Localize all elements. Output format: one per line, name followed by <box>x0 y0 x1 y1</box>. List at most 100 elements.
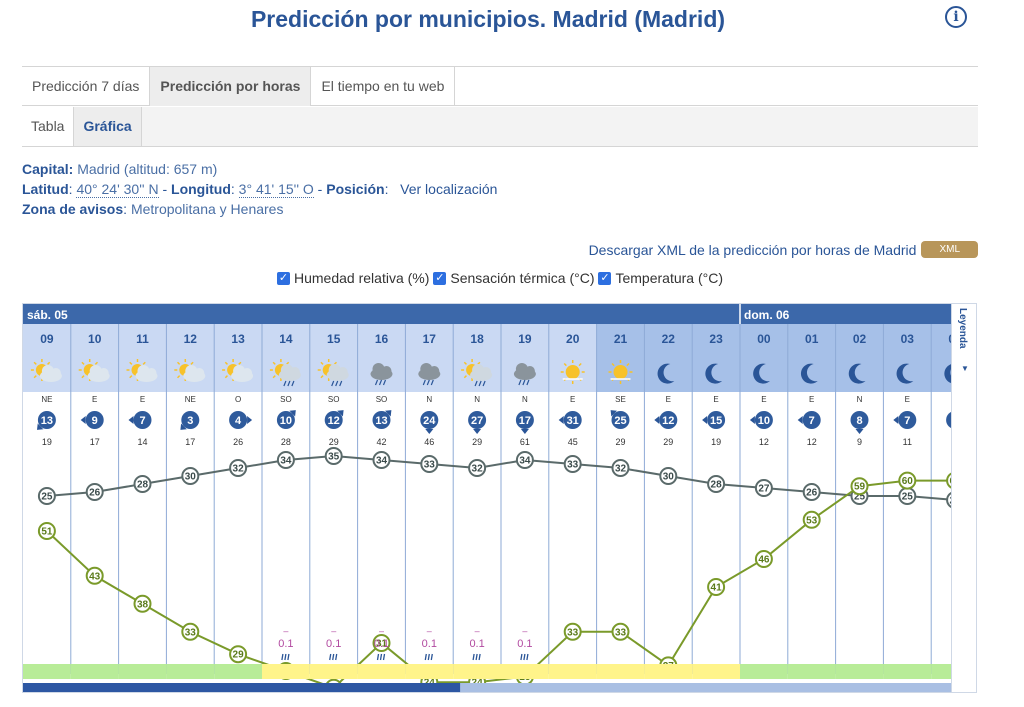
alert-cell <box>501 664 549 679</box>
sun-cloud-rain-icon <box>269 359 301 387</box>
rain-drop <box>339 380 343 387</box>
wind-speed-circle <box>468 411 487 429</box>
wind-arrow-head <box>702 416 708 424</box>
alert-cell <box>262 664 310 679</box>
zona-avisos-label: Zona de avisos <box>22 201 124 217</box>
main-tabs: Predicción 7 días Predicción por horas E… <box>22 66 978 106</box>
wind-direction-label: NE <box>41 395 52 404</box>
series-point-label: 30 <box>185 472 197 483</box>
tab-tiempo-en-tu-web[interactable]: El tiempo en tu web <box>311 67 456 106</box>
moon-icon <box>753 363 770 384</box>
hour-label: 23 <box>709 332 723 346</box>
hour-label: 13 <box>231 332 245 346</box>
cloud-icon-puff <box>420 363 433 375</box>
wind-arrow-head <box>425 429 434 434</box>
ver-localizacion-link[interactable]: Ver localización <box>400 181 498 197</box>
location-info: Capital: Madrid (altitud: 657 m) Latitud… <box>22 161 498 217</box>
sun-ray <box>320 375 324 379</box>
wind-speed-value: 7 <box>904 415 910 427</box>
zona-avisos-value: Metropolitana y Henares <box>130 201 284 217</box>
checkbox-checked-icon[interactable]: ✓ <box>598 271 612 285</box>
alert-cell <box>70 664 119 679</box>
capital-label: Capital: <box>22 161 74 177</box>
series-point <box>659 467 678 485</box>
alert-cell <box>740 664 788 679</box>
rain-drop <box>378 379 383 386</box>
moon-icon <box>896 363 914 384</box>
precip-value: 0.1 <box>374 638 389 650</box>
wind-speed-value: 13 <box>375 415 387 427</box>
cloud-icon-puff <box>194 368 205 378</box>
wind-direction-label: N <box>857 395 863 404</box>
wind-speed-value: 25 <box>614 415 626 427</box>
series-point-label: 33 <box>185 627 197 638</box>
sun-cloud-rain-icon <box>317 359 349 387</box>
subtab-grafica[interactable]: Gráfica <box>74 107 142 146</box>
series-point-label: 28 <box>711 480 723 491</box>
checkbox-checked-icon[interactable]: ✓ <box>433 271 447 285</box>
wind-speed-value: 31 <box>567 415 579 427</box>
series-point-label: 59 <box>854 482 866 493</box>
series-point <box>229 645 248 664</box>
toggle-temperatura[interactable]: ✓ Temperatura (°C) <box>598 270 723 286</box>
wind-speed-circle <box>229 411 248 429</box>
rain-drop <box>329 653 332 661</box>
rain-drops-icon <box>424 653 433 661</box>
rain-drop <box>335 380 339 387</box>
series-point-label: 25 <box>902 492 914 503</box>
wind-arrow-icon <box>80 416 86 424</box>
series-point-label: 34 <box>519 456 531 467</box>
wind-direction-label: NE <box>185 395 196 404</box>
wind-speed-value: 8 <box>856 415 862 427</box>
tab-prediccion-por-horas[interactable]: Predicción por horas <box>150 67 312 106</box>
wind-arrow-head <box>247 416 253 424</box>
xml-download-link[interactable]: Descargar XML de la predicción por horas… <box>588 241 917 258</box>
wind-speed-value: 13 <box>41 415 53 427</box>
alert-cell <box>644 664 693 679</box>
scrollbar-thumb[interactable] <box>23 683 461 692</box>
toggle-sensacion[interactable]: ✓ Sensación térmica (°C) <box>433 270 594 286</box>
tab-prediccion-7-dias[interactable]: Predicción 7 días <box>22 67 151 106</box>
checkbox-checked-icon[interactable]: ✓ <box>277 271 290 285</box>
xml-badge-button[interactable]: XML <box>921 241 978 258</box>
wind-arrow-head <box>520 429 529 434</box>
wind-speed-value: 12 <box>662 415 674 427</box>
rain-drop <box>382 653 386 661</box>
wind-gust-value: 9 <box>857 437 862 447</box>
sun-ray <box>272 375 276 379</box>
hour-label: 14 <box>279 332 293 346</box>
subtab-tabla[interactable]: Tabla <box>22 107 75 146</box>
series-point-label: 27 <box>758 484 770 495</box>
series-point-label: 46 <box>758 555 770 566</box>
sun-ray <box>94 361 99 365</box>
sun-ray <box>190 361 194 365</box>
toggle-humedad[interactable]: ✓ Humedad relativa (%) <box>277 270 429 286</box>
legend-toggle[interactable]: Leyenda ▼ <box>951 304 976 692</box>
hourly-chart: sáb. 05 dom. 06 09 10 11 12 13 14 15 16 17 18 19 20 21… <box>22 303 977 693</box>
wind-speed-circle <box>802 411 821 429</box>
series-point-label: 25 <box>854 492 866 503</box>
legend-label: Leyenda <box>957 308 968 349</box>
hour-label: 12 <box>184 332 198 346</box>
precip-value: 0.1 <box>469 638 484 650</box>
rain-drop <box>522 379 526 386</box>
wind-speed-circle <box>37 411 56 429</box>
wind-arrow-head <box>749 416 755 424</box>
sun-haze-icon <box>560 360 585 384</box>
rain-drop <box>520 653 523 661</box>
rain-drop <box>283 380 287 387</box>
rain-drops-icon <box>520 653 529 661</box>
wind-direction-label: E <box>905 395 910 404</box>
hour-cell-bg <box>309 324 358 392</box>
moon-icon <box>896 363 914 384</box>
rain-drop <box>284 653 287 661</box>
wind-arrow-icon <box>749 416 755 424</box>
wind-speed-value: 10 <box>758 415 770 427</box>
series-point-label: 28 <box>137 480 149 491</box>
wind-gust-value: 29 <box>663 437 673 447</box>
info-icon[interactable]: i <box>945 6 967 28</box>
rain-drop <box>474 380 478 387</box>
cloud-rain-icon <box>513 363 536 386</box>
series-point-label: 35 <box>328 452 340 463</box>
rain-drops-icon <box>472 653 481 661</box>
